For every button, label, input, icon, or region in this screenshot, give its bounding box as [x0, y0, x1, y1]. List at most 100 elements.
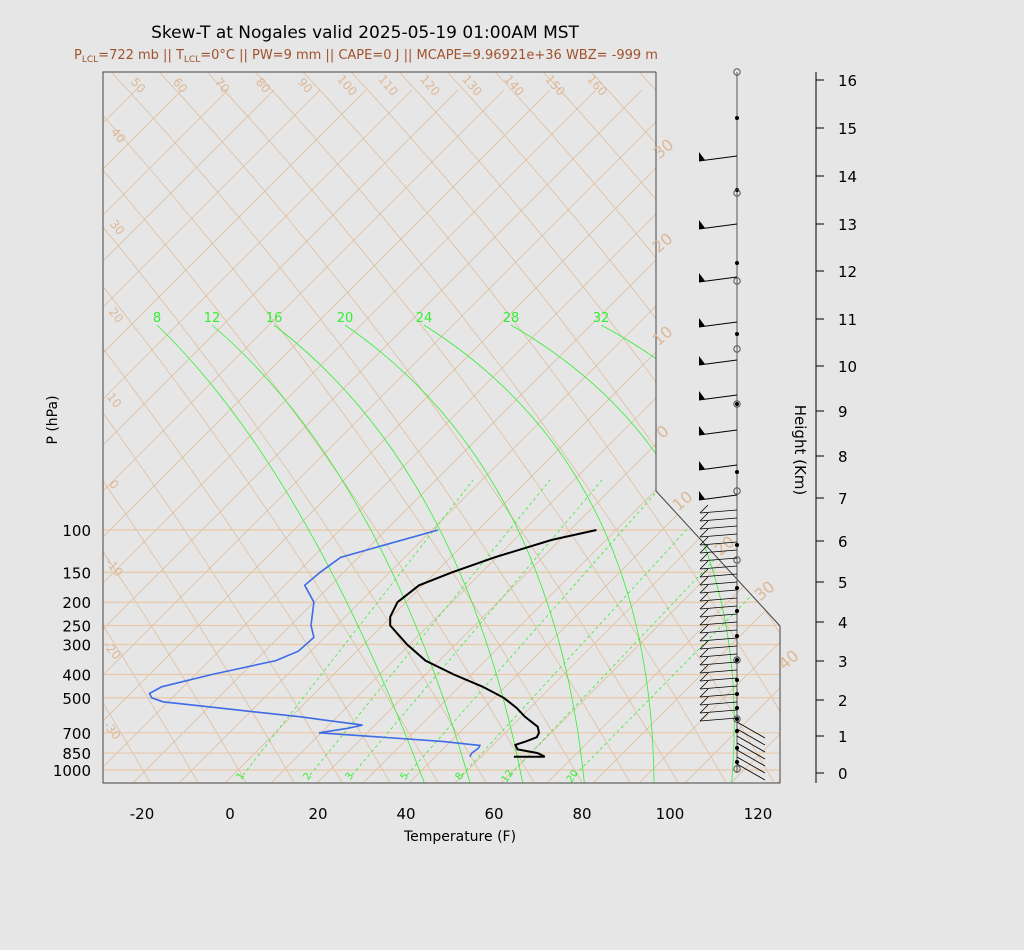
wind-barb [699, 557, 738, 562]
y-tick-label: 400 [62, 666, 91, 684]
height-marker-dot [735, 609, 739, 613]
isotherm-line [103, 89, 183, 783]
x-tick-label: 80 [572, 805, 591, 823]
height-tick-label: 16 [838, 72, 857, 90]
height-marker-dot [735, 116, 739, 120]
wind-barb-flag [699, 704, 709, 714]
isotherm-line [103, 89, 780, 783]
mixing-ratio-label: 1 [235, 771, 248, 783]
height-tick-label: 14 [838, 168, 857, 186]
moist-adiabat-label: 32 [593, 311, 610, 326]
wind-barb-flag [699, 696, 709, 706]
wind-barb [699, 709, 738, 714]
wind-barb [699, 613, 738, 618]
isotherm-line [309, 89, 780, 783]
wind-barb-flag [699, 672, 709, 682]
wind-barb [699, 629, 738, 634]
x-axis-title: Temperature (F) [403, 829, 516, 845]
dry-adiabat-label: 70 [212, 75, 233, 96]
wind-barb [699, 509, 738, 514]
dry-adiabat-label: 160 [584, 72, 609, 99]
wind-barb [699, 605, 738, 610]
isotherm-label: 10 [669, 487, 697, 515]
isotherm-line [217, 89, 780, 783]
height-marker-ring [733, 400, 741, 408]
wind-barb [698, 359, 738, 366]
wind-barb-flag [699, 584, 709, 594]
height-marker-dot [735, 634, 739, 638]
y-tick-label: 100 [62, 522, 91, 540]
dry-adiabat-line [103, 72, 401, 783]
wind-barb [699, 517, 738, 522]
dry-adiabat-line [291, 72, 780, 783]
isotherm-line [862, 90, 1024, 790]
dry-adiabat-label: 0 [106, 477, 122, 492]
wind-barb-flag [699, 656, 709, 666]
wind-barb-flag [699, 576, 709, 586]
dry-adiabat-label: 20 [106, 305, 127, 326]
wind-barb-flag [699, 536, 709, 546]
wind-barb-flag [699, 640, 709, 650]
isotherm-line [103, 89, 321, 783]
wind-barb-flag [699, 680, 709, 690]
wind-barb-flag [699, 608, 709, 618]
y-tick-label: 500 [62, 690, 91, 708]
dry-adiabat-line [103, 72, 209, 783]
wind-barb [736, 749, 766, 767]
isotherm-line [103, 89, 689, 783]
wind-barb [699, 597, 738, 602]
wind-barb [698, 321, 738, 328]
wind-barb [699, 693, 738, 698]
height-tick-label: 12 [838, 263, 857, 281]
mixing-ratio-line [461, 479, 733, 776]
dry-adiabat-line [916, 60, 1024, 800]
wind-barb-flag [699, 600, 709, 610]
isotherm-line [447, 89, 780, 783]
isotherm-line [677, 89, 780, 783]
height-tick-label: 3 [838, 653, 848, 671]
moist-adiabat-line [423, 324, 655, 783]
wind-barb-flag [699, 504, 709, 514]
wind-barb [698, 394, 738, 401]
dry-adiabat-label: -10 [102, 555, 125, 579]
wind-barb-pennant [699, 356, 705, 365]
wind-barb [699, 573, 738, 578]
wind-barb-flag [699, 712, 709, 722]
isotherm-line [631, 89, 780, 783]
height-marker-ring [733, 656, 741, 664]
mixing-ratio-label: 3 [344, 771, 357, 783]
moist-adiabat-label: 20 [337, 311, 354, 326]
dry-adiabat-line [483, 72, 780, 783]
isotherm-line [171, 89, 780, 783]
temperature-line [389, 529, 597, 758]
isotherm-line [539, 89, 780, 783]
height-marker-dot [735, 760, 739, 764]
isotherm-line [585, 89, 780, 783]
plot-frame [102, 71, 781, 784]
wind-barb-flag [699, 664, 709, 674]
dry-adiabat-label: 10 [104, 390, 125, 411]
height-marker-ring [733, 345, 741, 353]
isotherm-line [1000, 90, 1024, 790]
wind-barb-pennant [699, 391, 705, 400]
isotherm-label: 30 [751, 577, 779, 605]
wind-barb [699, 717, 738, 722]
x-tick-label: 120 [744, 805, 773, 823]
moist-adiabat-line [273, 324, 525, 783]
dry-adiabat-label: 130 [459, 72, 484, 99]
height-marker-dot [735, 402, 739, 406]
isotherm-line [816, 90, 1024, 790]
chart-title: Skew-T at Nogales valid 2025-05-19 01:00… [151, 23, 579, 43]
wind-barb [699, 653, 738, 658]
wind-barb-pennant [699, 220, 705, 229]
isotherm-line [401, 89, 780, 783]
height-tick-label: 13 [838, 216, 857, 234]
chart-subtitle: PLCL=722 mb || TLCL=0°C || PW=9 mm || CA… [74, 48, 658, 65]
isotherm-line [103, 89, 275, 783]
mixing-ratio-lines [156, 324, 780, 783]
wind-barb-pennant [699, 426, 705, 435]
height-marker-dot [735, 586, 739, 590]
wind-barb-flag [699, 632, 709, 642]
